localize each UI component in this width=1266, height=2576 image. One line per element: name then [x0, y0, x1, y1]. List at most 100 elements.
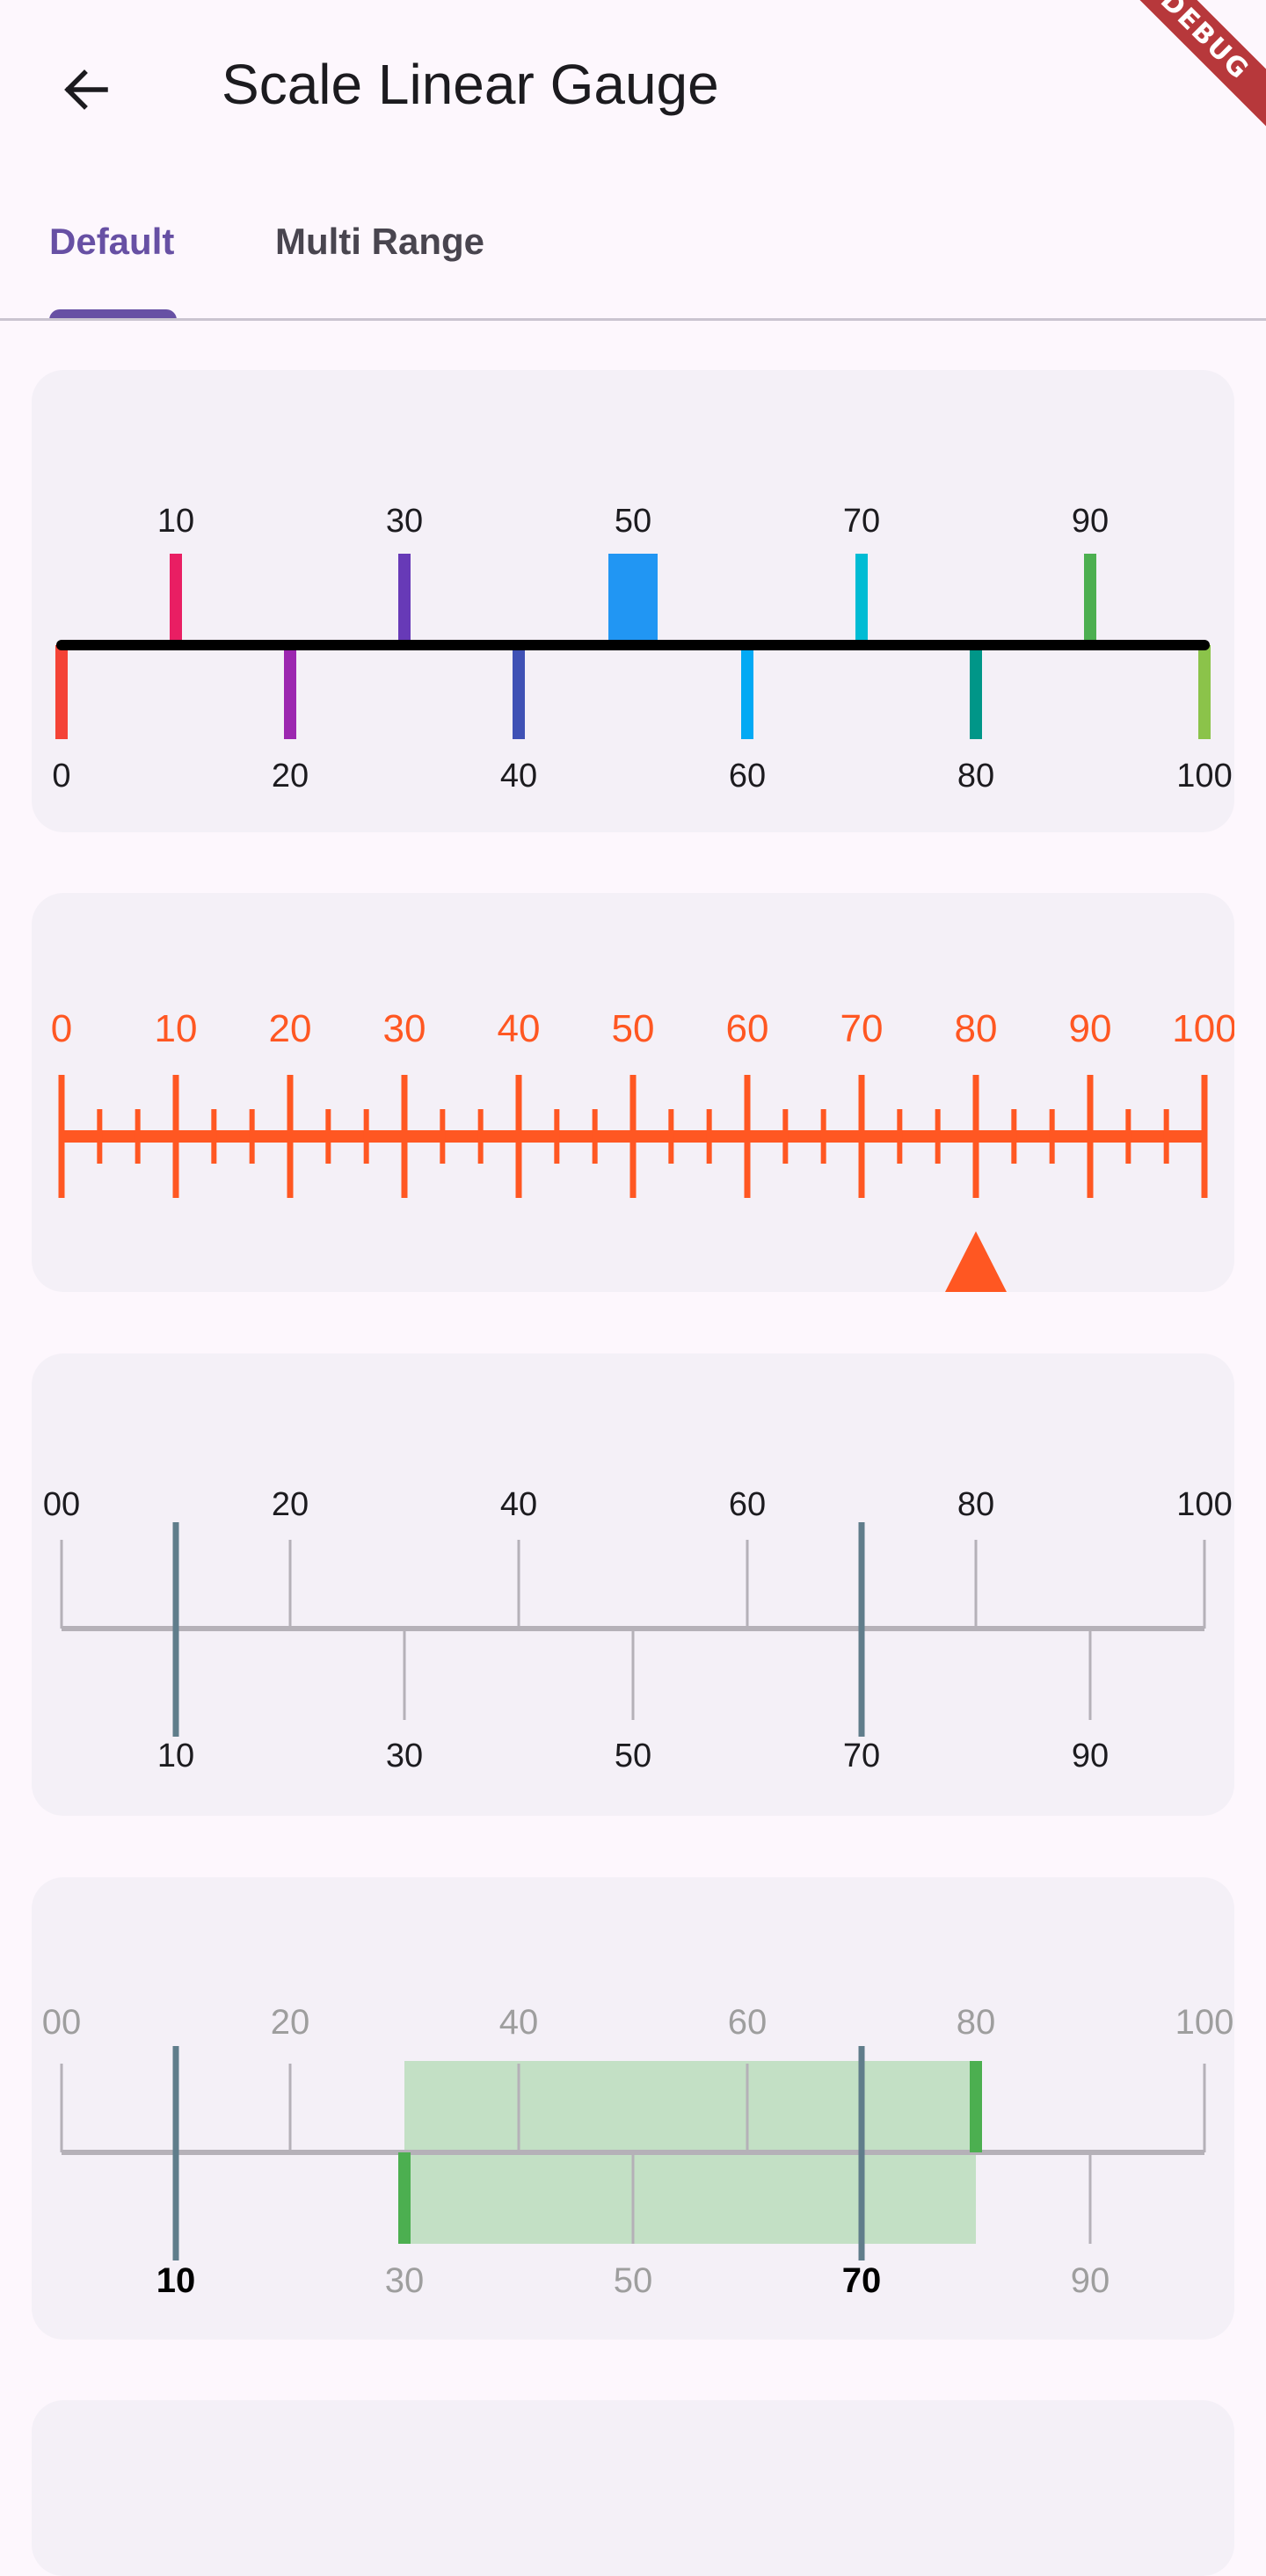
gauge-label: 0 — [51, 1007, 72, 1050]
tab-divider — [0, 318, 1266, 321]
gauge-label-bottom: 90 — [1071, 2261, 1110, 2300]
gauge-label-bottom: 60 — [729, 758, 766, 795]
gauge-tick-70 — [855, 554, 868, 645]
gauge-minor-tick — [554, 1109, 560, 1164]
gauge-card-range-band: 00 20 40 60 80 100 10 30 50 70 90 — [32, 1877, 1234, 2340]
gauge-label-top: 100 — [1175, 2003, 1234, 2042]
gauge-label: 80 — [955, 1007, 998, 1050]
gauge-label-top: 60 — [728, 2003, 768, 2042]
gauge-label-bottom: 30 — [385, 2261, 425, 2300]
gauge-tick-0 — [60, 2064, 63, 2152]
gauge-card-orange-pointer: 0 10 20 30 40 50 60 70 80 90 100 — [32, 893, 1234, 1292]
gauge-label-bottom: 70 — [842, 2261, 882, 2300]
gauge-tick-50 — [631, 2152, 635, 2244]
gauge-major-tick-100 — [1201, 1075, 1208, 1198]
linear-gauge-colored-ticks: 10 30 50 70 90 0 20 40 60 80 100 — [52, 503, 1232, 795]
gauge-label-bottom: 100 — [1176, 758, 1232, 795]
gauge-pointer-triangle — [945, 1231, 1007, 1292]
gauge-label-bottom: 10 — [156, 2261, 196, 2300]
gauge-tick-20 — [288, 2064, 292, 2152]
gauge-tick-40 — [513, 645, 525, 739]
gauge-major-tick-20 — [287, 1075, 294, 1198]
gauge-tick-100 — [1203, 1540, 1206, 1629]
gauge-minor-tick — [135, 1109, 141, 1164]
gauge-label: 100 — [1172, 1007, 1234, 1050]
gauge-minor-tick — [1163, 1109, 1169, 1164]
gauge-minor-tick — [1049, 1109, 1055, 1164]
gauge-label-bottom: 70 — [843, 1738, 880, 1774]
gauge-label-bottom: 10 — [157, 1738, 194, 1774]
gauge-label: 90 — [1069, 1007, 1112, 1050]
gauge-tick-10 — [170, 554, 182, 645]
gauge-minor-tick — [325, 1109, 331, 1164]
gauge-tick-60 — [741, 645, 753, 739]
gauge-label-bottom: 90 — [1072, 1738, 1109, 1774]
gauge-tick-50 — [608, 554, 658, 645]
linear-gauge-grey-needles: 00 20 40 60 80 100 10 30 50 70 90 — [43, 1486, 1233, 1774]
gauge-label: 60 — [726, 1007, 769, 1050]
gauge-tick-60 — [746, 1540, 749, 1629]
gauge-range-end-marker — [970, 2061, 982, 2152]
tab-multi-range[interactable]: Multi Range — [275, 221, 484, 262]
gauge-tick-40 — [517, 1540, 520, 1629]
gauge-major-tick-60 — [744, 1075, 751, 1198]
gauge-card-next — [32, 2400, 1234, 2576]
gauge-label-top: 10 — [157, 503, 194, 540]
gauge-label: 20 — [269, 1007, 312, 1050]
gauge-label-top: 20 — [271, 2003, 310, 2042]
gauge-minor-tick — [592, 1109, 598, 1164]
gauge-major-tick-70 — [858, 1075, 865, 1198]
gauge-tick-100 — [1203, 2064, 1206, 2152]
gauge-tick-30 — [403, 1629, 406, 1720]
tab-default[interactable]: Default — [49, 221, 175, 262]
gauge-label-top: 100 — [1176, 1486, 1232, 1523]
gauge-tick-20 — [284, 645, 296, 739]
gauge-card-colored-ticks: 10 30 50 70 90 0 20 40 60 80 100 — [32, 370, 1234, 832]
gauge-minor-tick — [820, 1109, 826, 1164]
gauge-label-top: 40 — [499, 2003, 539, 2042]
gauge-minor-tick — [97, 1109, 103, 1164]
gauge-minor-tick — [249, 1109, 255, 1164]
gauge-tick-0 — [60, 1540, 63, 1629]
debug-banner-label: DEBUG — [1108, 0, 1266, 144]
gauge-minor-tick — [668, 1109, 674, 1164]
gauge-label-bottom: 80 — [957, 758, 994, 795]
tab-bar: Default Multi Range — [0, 193, 1266, 320]
gauge-tick-90 — [1088, 1629, 1092, 1720]
arrow-left-icon — [64, 69, 108, 110]
gauge-tick-40 — [517, 2064, 520, 2152]
gauge-minor-tick — [440, 1109, 446, 1164]
gauge-label: 10 — [155, 1007, 198, 1050]
gauge-tick-20 — [288, 1540, 292, 1629]
gauge-needle-10 — [172, 1522, 179, 1737]
gauge-minor-tick — [1011, 1109, 1017, 1164]
gauge-label-top: 90 — [1072, 503, 1109, 540]
gauge-major-tick-30 — [401, 1075, 408, 1198]
gauge-minor-tick — [477, 1109, 484, 1164]
gauge-tick-80 — [974, 1540, 978, 1629]
gauge-tick-90 — [1088, 2152, 1092, 2244]
gauge-label-top: 80 — [957, 2003, 996, 2042]
gauge-label: 30 — [383, 1007, 426, 1050]
gauge-tick-100 — [1198, 645, 1211, 739]
gauge-tick-50 — [631, 1629, 635, 1720]
gauge-range-start-marker — [398, 2152, 411, 2244]
gauge-label: 40 — [498, 1007, 541, 1050]
gauge-tick-0 — [55, 645, 68, 739]
gauge-tick-80 — [970, 645, 982, 739]
gauge-major-tick-40 — [515, 1075, 522, 1198]
gauge-label: 50 — [612, 1007, 655, 1050]
gauge-minor-tick — [897, 1109, 903, 1164]
gauge-needle-10 — [172, 2046, 179, 2260]
gauge-label-top: 00 — [43, 1486, 80, 1523]
tab-indicator — [49, 309, 177, 320]
gauge-label-bottom: 40 — [500, 758, 537, 795]
gauge-label-top: 30 — [386, 503, 423, 540]
gauge-label-top: 80 — [957, 1486, 994, 1523]
debug-banner: DEBUG — [1108, 0, 1266, 158]
gauge-label-top: 20 — [272, 1486, 309, 1523]
gauge-label-bottom: 50 — [614, 2261, 653, 2300]
back-button[interactable] — [42, 46, 130, 134]
gauge-card-grey-needles: 00 20 40 60 80 100 10 30 50 70 90 — [32, 1353, 1234, 1816]
page-title: Scale Linear Gauge — [222, 53, 719, 116]
